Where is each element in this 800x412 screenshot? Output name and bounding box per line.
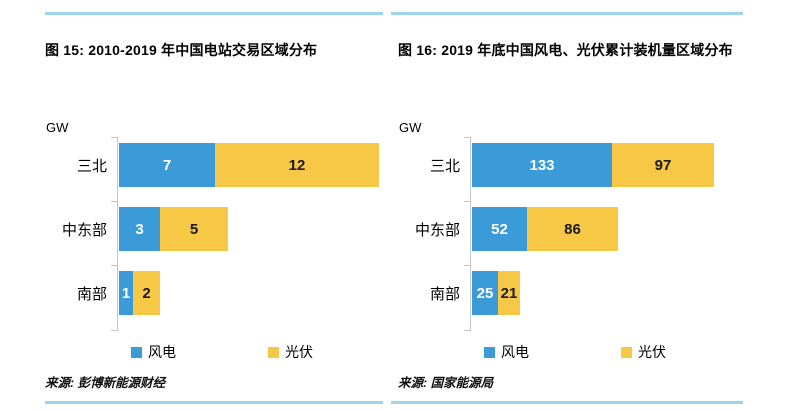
pv-bar-segment: 5 [160,207,228,251]
bar-row: 三北 133 97 [398,143,743,187]
plot-area: 三北 7 12 中东部 3 5 南部 1 2 [45,135,390,335]
legend-swatch-pv [268,346,279,358]
pv-bar-segment: 21 [498,271,520,315]
top-rule-right [391,12,743,15]
figure-16-chart: 图 16: 2019 年底中国风电、光伏累计装机量区域分布 GW 三北 133 97… [398,38,743,398]
legend-label: 风电 [148,344,176,360]
source-note: 来源: 国家能源局 [398,376,494,390]
stacked-bar: 7 12 [119,143,379,187]
legend-label: 光伏 [638,344,666,360]
pv-bar-segment: 97 [612,143,714,187]
legend-item-pv: 光伏 [621,342,666,362]
category-label: 南部 [76,286,107,303]
axis-tick [111,330,117,331]
bar-row: 中东部 52 86 [398,207,743,251]
axis-tick [464,137,470,138]
pv-bar-segment: 12 [215,143,379,187]
category-axis-line [111,137,118,331]
bar-row: 南部 25 21 [398,271,743,315]
category-label: 三北 [76,158,107,175]
wind-bar-segment: 1 [119,271,133,315]
figure-15-chart: 图 15: 2010-2019 年中国电站交易区域分布 GW 三北 7 12 中东部 3… [45,38,390,398]
legend-swatch-pv [621,346,632,358]
unit-label: GW [399,120,422,135]
bottom-rule-right [391,401,743,404]
plot-area: 三北 133 97 中东部 52 86 南部 25 21 [398,135,743,335]
pv-bar-segment: 2 [133,271,160,315]
wind-bar-segment: 25 [472,271,498,315]
legend-label: 风电 [501,344,529,360]
wind-bar-segment: 3 [119,207,160,251]
category-label: 南部 [429,286,460,303]
wind-bar-segment: 52 [472,207,527,251]
bar-row: 南部 1 2 [45,271,390,315]
legend: 风电 光伏 [484,342,666,362]
axis-tick [111,265,117,266]
axis-tick [464,330,470,331]
wind-bar-segment: 133 [472,143,612,187]
axis-tick [111,137,117,138]
category-axis-line [464,137,471,331]
source-note: 来源: 彭博新能源财经 [45,376,166,390]
legend-item-pv: 光伏 [268,342,313,362]
bar-row: 三北 7 12 [45,143,390,187]
bottom-rule-left [45,401,383,404]
stacked-bar: 25 21 [472,271,520,315]
axis-tick [464,201,470,202]
wind-bar-segment: 7 [119,143,215,187]
pv-bar-segment: 86 [527,207,618,251]
stacked-bar: 133 97 [472,143,714,187]
legend-item-wind: 风电 [131,342,176,362]
legend-item-wind: 风电 [484,342,529,362]
axis-tick [111,201,117,202]
legend-swatch-wind [131,346,142,358]
chart-title: 图 16: 2019 年底中国风电、光伏累计装机量区域分布 [398,42,733,58]
category-label: 中东部 [61,222,107,239]
category-label: 三北 [429,158,460,175]
top-rule-left [45,12,383,15]
unit-label: GW [46,120,69,135]
stacked-bar: 52 86 [472,207,618,251]
legend-swatch-wind [484,346,495,358]
axis-tick [464,265,470,266]
category-label: 中东部 [414,222,460,239]
legend: 风电 光伏 [131,342,313,362]
bar-row: 中东部 3 5 [45,207,390,251]
chart-title: 图 15: 2010-2019 年中国电站交易区域分布 [45,42,318,58]
legend-label: 光伏 [285,344,313,360]
